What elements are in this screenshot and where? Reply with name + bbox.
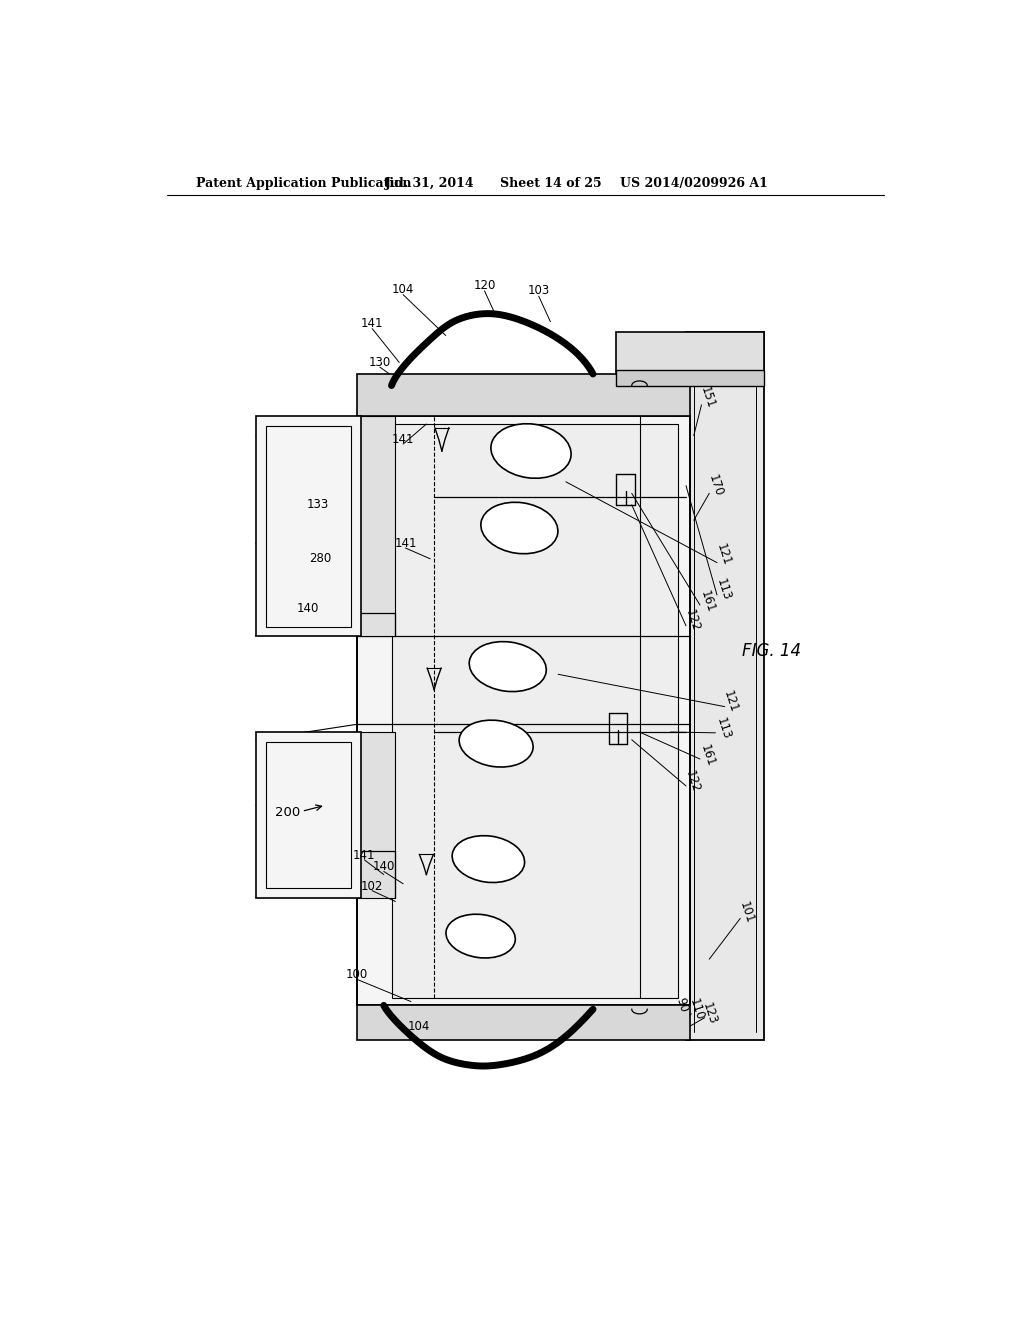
Ellipse shape [469, 642, 546, 692]
Text: 120: 120 [473, 279, 496, 292]
Ellipse shape [481, 503, 558, 553]
Text: Patent Application Publication: Patent Application Publication [197, 177, 412, 190]
Text: 140: 140 [297, 602, 319, 615]
Text: 100: 100 [345, 968, 368, 981]
Bar [356, 416, 690, 1006]
Bar [356, 733, 395, 898]
Bar [356, 416, 395, 636]
Text: 113: 113 [714, 577, 733, 602]
Text: US 2014/0209926 A1: US 2014/0209926 A1 [620, 177, 768, 190]
Text: 113: 113 [714, 715, 733, 741]
Text: 280: 280 [309, 552, 332, 565]
Text: 90: 90 [674, 997, 690, 1015]
Text: 161: 161 [698, 742, 718, 768]
Text: 130: 130 [369, 356, 391, 370]
Text: 104: 104 [392, 282, 415, 296]
Text: 141: 141 [394, 537, 417, 550]
Text: 141: 141 [360, 317, 383, 330]
Ellipse shape [459, 721, 534, 767]
Text: 104: 104 [408, 1020, 430, 1034]
Bar [256, 733, 360, 898]
Text: 170: 170 [706, 473, 725, 498]
Bar [686, 331, 764, 1040]
Text: 200: 200 [274, 807, 300, 820]
Text: 101: 101 [737, 900, 756, 925]
Ellipse shape [453, 836, 524, 883]
Text: 121: 121 [721, 689, 740, 714]
Bar [616, 331, 764, 374]
Text: 151: 151 [698, 384, 718, 409]
Ellipse shape [490, 424, 571, 478]
Text: Sheet 14 of 25: Sheet 14 of 25 [500, 177, 601, 190]
Text: 122: 122 [683, 770, 701, 795]
Text: 102: 102 [360, 879, 383, 892]
Text: 161: 161 [698, 589, 718, 614]
Text: 122: 122 [683, 607, 701, 634]
Text: 140: 140 [373, 861, 395, 874]
Bar [266, 426, 351, 627]
Text: Jul. 31, 2014: Jul. 31, 2014 [385, 177, 475, 190]
Bar [266, 742, 351, 888]
Text: 141: 141 [392, 433, 415, 446]
Bar [356, 1006, 690, 1040]
Bar [616, 370, 764, 385]
Text: FIG. 14: FIG. 14 [741, 643, 801, 660]
Text: 141: 141 [353, 849, 376, 862]
Text: 103: 103 [527, 284, 550, 297]
Bar [391, 424, 678, 998]
Text: 110: 110 [686, 997, 706, 1022]
Text: 123: 123 [699, 1001, 719, 1026]
Bar [356, 374, 690, 416]
Text: 133: 133 [307, 499, 329, 511]
Bar [256, 416, 360, 636]
Text: 121: 121 [714, 543, 733, 568]
Ellipse shape [446, 915, 515, 958]
